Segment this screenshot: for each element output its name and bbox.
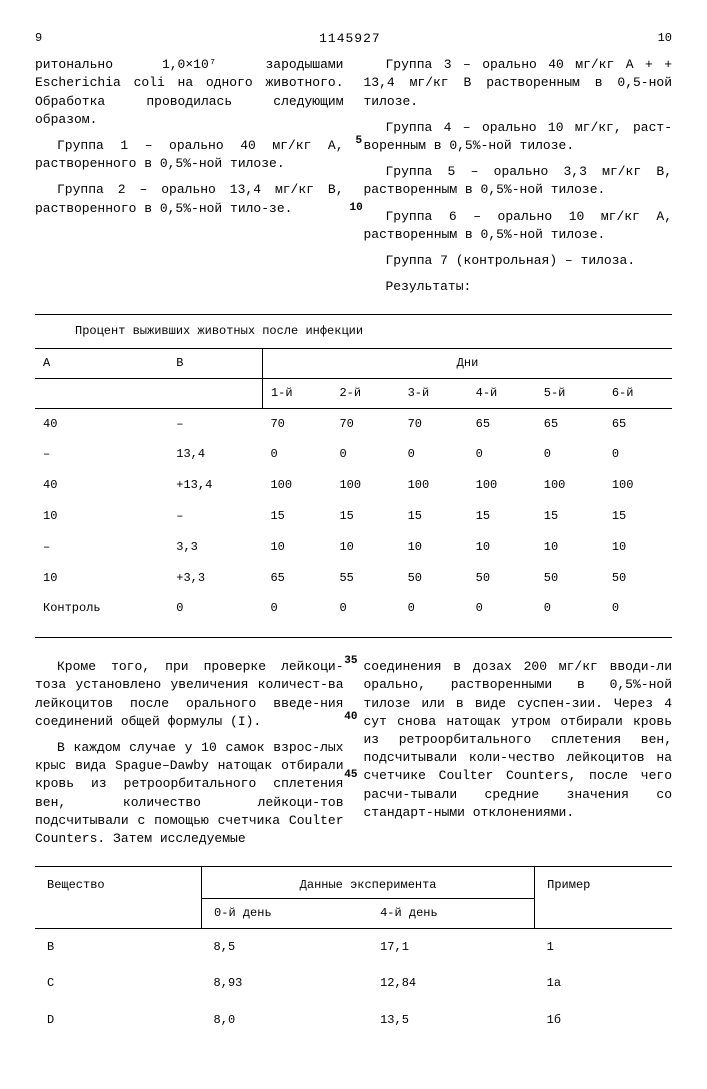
table-row: B8,517,11 [35, 928, 672, 965]
right-p1: Группа 3 – орально 40 мг/кг А + + 13,4 м… [364, 56, 673, 111]
day-label-5: 5-й [536, 378, 604, 408]
mid-left-p2: В каждом случае у 10 самок взрос-лых кры… [35, 739, 344, 848]
right-p6: Результаты: [364, 278, 673, 296]
right-p3: Группа 5 – орально 3,3 мг/кг В, растворе… [364, 163, 673, 199]
right-column: 5 10 Группа 3 – орально 40 мг/кг А + + 1… [364, 56, 673, 304]
table-row: 40–707070656565 [35, 408, 672, 439]
table-row: 10–151515151515 [35, 501, 672, 532]
right-p4: Группа 6 – орально 10 мг/кг А, растворен… [364, 208, 673, 244]
t2-day4: 4-й день [368, 898, 535, 928]
line-number-35: 35 [344, 654, 357, 669]
middle-text-columns: 35 40 45 Кроме того, при проверке лейкоц… [35, 658, 672, 856]
left-p3: Группа 2 – орально 13,4 мг/кг В, раствор… [35, 181, 344, 217]
table-row: C8,9312,841а [35, 965, 672, 1002]
col-header-b: В [168, 349, 262, 379]
page-header: 9 1145927 10 [35, 30, 672, 48]
line-number-40: 40 [344, 710, 357, 725]
col-header-days: Дни [262, 349, 672, 379]
day-label-6: 6-й [604, 378, 672, 408]
experiment-table: Вещество Данные эксперимента Пример 0-й … [35, 866, 672, 1039]
line-number-10: 10 [350, 201, 363, 216]
page-num-right: 10 [658, 30, 672, 48]
table-row: –13,4000000 [35, 439, 672, 470]
day-label-1: 1-й [262, 378, 331, 408]
page-num-left: 9 [35, 30, 42, 48]
table-row: Контроль0000000 [35, 593, 672, 624]
document-number: 1145927 [319, 30, 381, 48]
col-header-a: А [35, 349, 168, 379]
line-number-45: 45 [344, 768, 357, 783]
table-row: –3,3101010101010 [35, 532, 672, 563]
t2-header-substance: Вещество [35, 867, 202, 899]
t2-day0: 0-й день [202, 898, 369, 928]
upper-text-columns: ритонально 1,0×10⁷ зародышами Escherichi… [35, 56, 672, 304]
mid-left-column: 35 40 45 Кроме того, при проверке лейкоц… [35, 658, 344, 856]
mid-right-p1: соединения в дозах 200 мг/кг вводи-ли ор… [364, 658, 673, 822]
right-p5: Группа 7 (контрольная) – тилоза. [364, 252, 673, 270]
table-row: 40+13,4100100100100100100 [35, 470, 672, 501]
day-label-3: 3-й [400, 378, 468, 408]
day-label-2: 2-й [331, 378, 399, 408]
left-column: ритонально 1,0×10⁷ зародышами Escherichi… [35, 56, 344, 304]
table1-title: Процент выживших животных после инфекции [35, 315, 672, 349]
mid-left-p1: Кроме того, при проверке лейкоци-тоза ус… [35, 658, 344, 731]
survival-table: Процент выживших животных после инфекции… [35, 314, 672, 638]
left-p2: Группа 1 – орально 40 мг/кг А, растворен… [35, 137, 344, 173]
t2-header-data: Данные эксперимента [202, 867, 535, 899]
table-row: D8,013,51б [35, 1002, 672, 1039]
day-label-4: 4-й [468, 378, 536, 408]
left-p1: ритонально 1,0×10⁷ зародышами Escherichi… [35, 56, 344, 129]
table-row: 10+3,3655550505050 [35, 563, 672, 594]
t2-header-example: Пример [535, 867, 672, 899]
line-number-5: 5 [356, 134, 363, 149]
mid-right-column: соединения в дозах 200 мг/кг вводи-ли ор… [364, 658, 673, 856]
right-p2: Группа 4 – орально 10 мг/кг, раст-воренн… [364, 119, 673, 155]
